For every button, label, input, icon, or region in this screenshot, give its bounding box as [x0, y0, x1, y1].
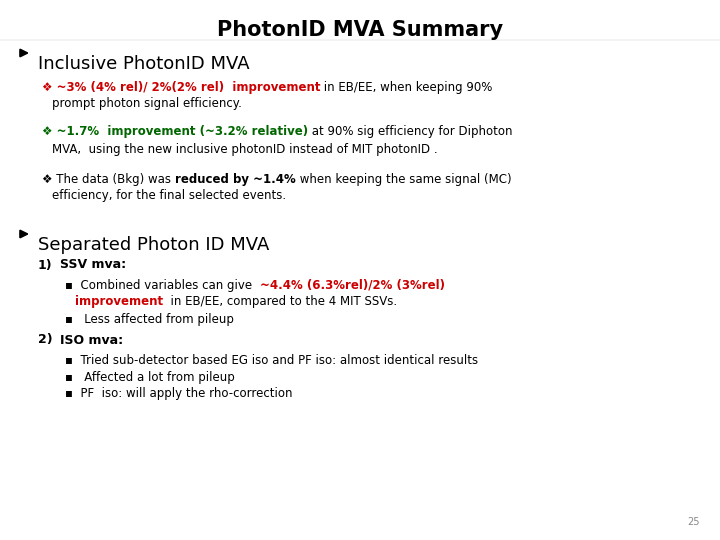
Text: ❖ The data (Bkg) was: ❖ The data (Bkg) was — [42, 172, 175, 186]
Text: PhotonID MVA Summary: PhotonID MVA Summary — [217, 20, 503, 40]
Text: at 90% sig efficiency for Diphoton: at 90% sig efficiency for Diphoton — [308, 125, 513, 138]
Text: ▪  PF  iso: will apply the rho-correction: ▪ PF iso: will apply the rho-correction — [65, 388, 292, 401]
Text: efficiency, for the final selected events.: efficiency, for the final selected event… — [52, 190, 286, 202]
Text: in EB/EE, compared to the 4 MIT SSVs.: in EB/EE, compared to the 4 MIT SSVs. — [163, 295, 397, 308]
Text: ▪   Affected a lot from pileup: ▪ Affected a lot from pileup — [65, 370, 235, 383]
Text: SSV mva:: SSV mva: — [60, 259, 126, 272]
Text: improvement: improvement — [75, 295, 163, 308]
Text: ISO mva:: ISO mva: — [60, 334, 123, 347]
Text: ❖ ~3% (4% rel)/ 2%(2% rel)  improvement: ❖ ~3% (4% rel)/ 2%(2% rel) improvement — [42, 80, 320, 93]
Text: Separated Photon ID MVA: Separated Photon ID MVA — [38, 236, 269, 254]
Text: ~4.4% (6.3%rel)/2% (3%rel): ~4.4% (6.3%rel)/2% (3%rel) — [260, 279, 445, 292]
Text: Inclusive PhotonID MVA: Inclusive PhotonID MVA — [38, 55, 250, 73]
Text: 1): 1) — [38, 259, 53, 272]
Text: 25: 25 — [688, 517, 700, 527]
Text: 2): 2) — [38, 334, 53, 347]
Text: in EB/EE, when keeping 90%: in EB/EE, when keeping 90% — [320, 80, 493, 93]
Text: ▪  Tried sub-detector based EG iso and PF iso: almost identical results: ▪ Tried sub-detector based EG iso and PF… — [65, 354, 478, 367]
Text: when keeping the same signal (MC): when keeping the same signal (MC) — [295, 172, 511, 186]
Text: MVA,  using the new inclusive photonID instead of MIT photonID .: MVA, using the new inclusive photonID in… — [52, 143, 438, 156]
Text: ▪   Less affected from pileup: ▪ Less affected from pileup — [65, 314, 234, 327]
Text: ▪  Combined variables can give: ▪ Combined variables can give — [65, 279, 260, 292]
Text: reduced by ~1.4%: reduced by ~1.4% — [175, 172, 295, 186]
Text: ❖ ~1.7%  improvement (~3.2% relative): ❖ ~1.7% improvement (~3.2% relative) — [42, 125, 308, 138]
Text: prompt photon signal efficiency.: prompt photon signal efficiency. — [52, 98, 242, 111]
